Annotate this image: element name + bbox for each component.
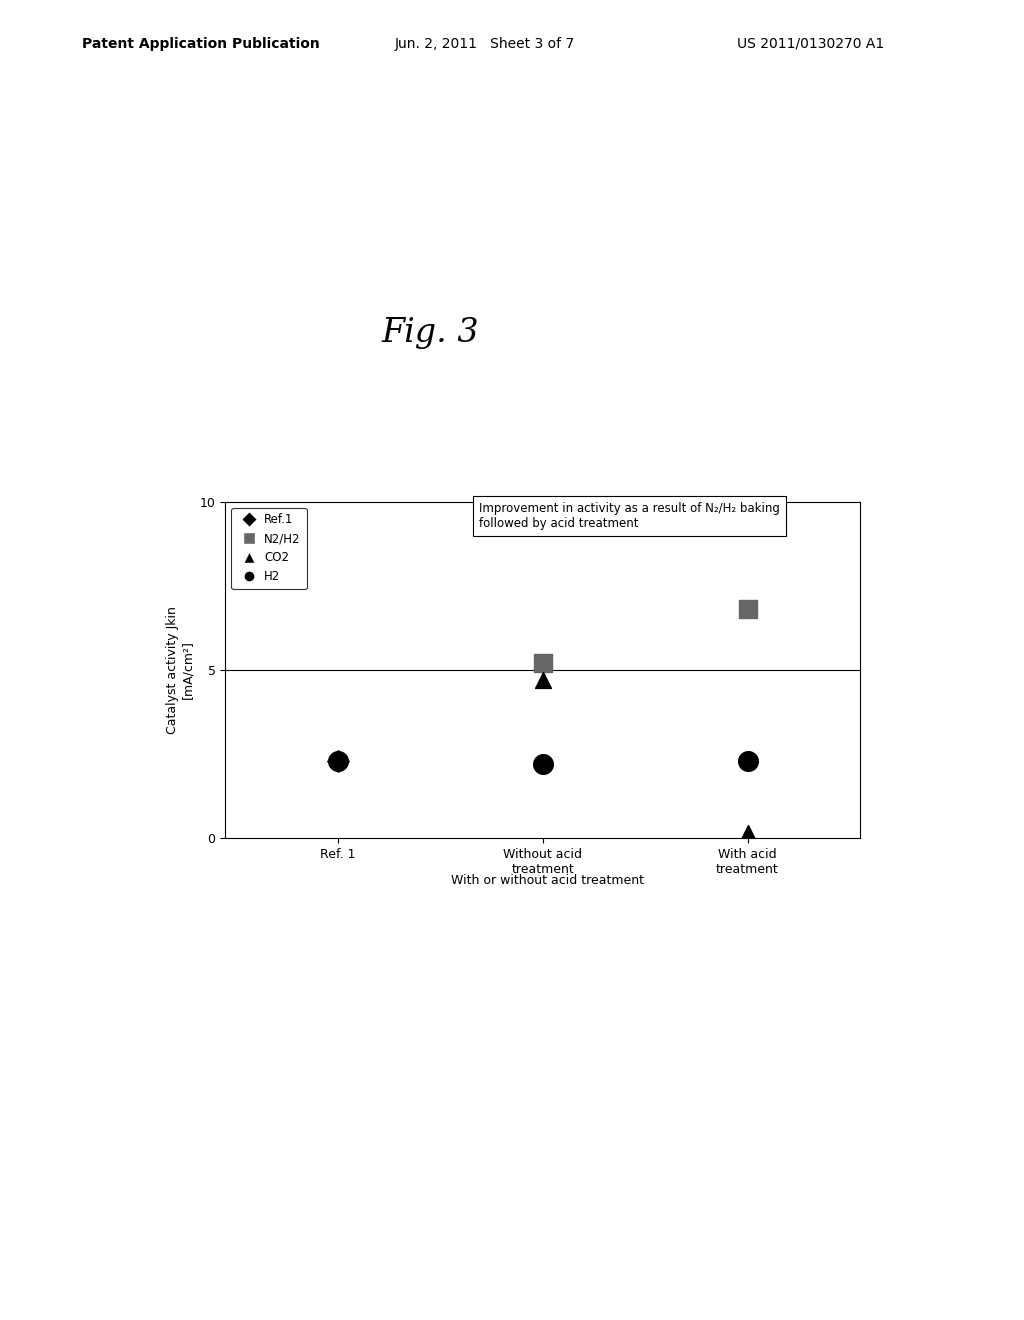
Text: Patent Application Publication: Patent Application Publication xyxy=(82,37,319,51)
Point xyxy=(535,669,551,690)
Text: US 2011/0130270 A1: US 2011/0130270 A1 xyxy=(737,37,885,51)
Point xyxy=(535,652,551,673)
Text: Improvement in activity as a result of N₂/H₂ baking
followed by acid treatment: Improvement in activity as a result of N… xyxy=(479,502,780,529)
Point xyxy=(739,599,756,620)
Y-axis label: Catalyst activity Jkin
[mA/cm²]: Catalyst activity Jkin [mA/cm²] xyxy=(166,606,195,734)
Text: With or without acid treatment: With or without acid treatment xyxy=(452,874,644,887)
Point xyxy=(535,754,551,775)
Point xyxy=(330,750,346,771)
Point xyxy=(330,750,346,771)
Text: Fig. 3: Fig. 3 xyxy=(381,317,479,348)
Point xyxy=(739,822,756,843)
Text: Jun. 2, 2011   Sheet 3 of 7: Jun. 2, 2011 Sheet 3 of 7 xyxy=(394,37,574,51)
Point xyxy=(739,750,756,771)
Legend: Ref.1, N2/H2, CO2, H2: Ref.1, N2/H2, CO2, H2 xyxy=(231,507,306,589)
